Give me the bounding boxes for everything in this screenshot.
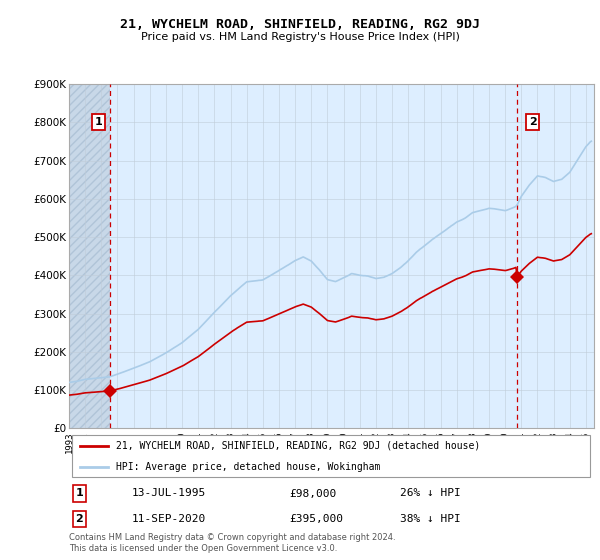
Text: 2: 2 — [529, 117, 536, 127]
Bar — [69, 84, 110, 428]
Text: Contains HM Land Registry data © Crown copyright and database right 2024.
This d: Contains HM Land Registry data © Crown c… — [69, 533, 395, 553]
FancyBboxPatch shape — [71, 435, 590, 477]
Text: 21, WYCHELM ROAD, SHINFIELD, READING, RG2 9DJ: 21, WYCHELM ROAD, SHINFIELD, READING, RG… — [120, 18, 480, 31]
Text: 11-SEP-2020: 11-SEP-2020 — [132, 514, 206, 524]
Text: 26% ↓ HPI: 26% ↓ HPI — [400, 488, 461, 498]
Text: 21, WYCHELM ROAD, SHINFIELD, READING, RG2 9DJ (detached house): 21, WYCHELM ROAD, SHINFIELD, READING, RG… — [116, 441, 481, 451]
Text: 38% ↓ HPI: 38% ↓ HPI — [400, 514, 461, 524]
Text: 13-JUL-1995: 13-JUL-1995 — [132, 488, 206, 498]
Text: 1: 1 — [95, 117, 103, 127]
Text: Price paid vs. HM Land Registry's House Price Index (HPI): Price paid vs. HM Land Registry's House … — [140, 32, 460, 43]
Text: £98,000: £98,000 — [290, 488, 337, 498]
Text: £395,000: £395,000 — [290, 514, 343, 524]
Text: HPI: Average price, detached house, Wokingham: HPI: Average price, detached house, Woki… — [116, 462, 380, 472]
Text: 1: 1 — [76, 488, 83, 498]
Text: 2: 2 — [76, 514, 83, 524]
